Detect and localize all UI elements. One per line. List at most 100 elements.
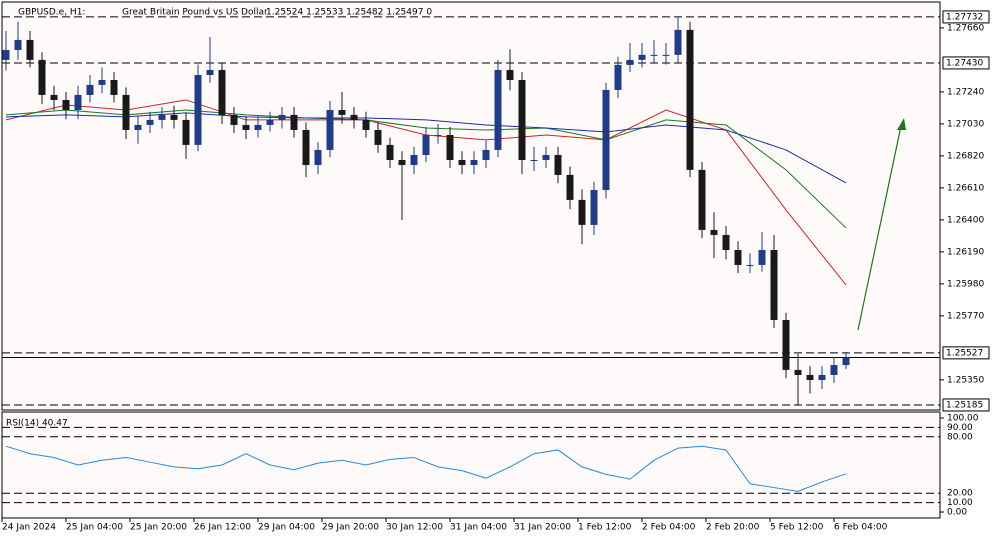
- candle-body: [302, 129, 310, 166]
- rsi-tick-label: 80.00: [947, 432, 973, 442]
- candle-body: [38, 59, 46, 95]
- candle-body: [170, 114, 178, 120]
- candle-body: [326, 110, 334, 150]
- candle-body: [194, 74, 202, 145]
- candle-body: [842, 357, 850, 366]
- candle-body: [446, 135, 454, 160]
- x-tick-label: 2 Feb 20:00: [706, 523, 760, 533]
- candle-body: [518, 80, 526, 160]
- candle-body: [734, 250, 742, 265]
- candle-body: [662, 54, 670, 56]
- candle-body: [362, 119, 370, 130]
- candle-body: [122, 94, 130, 130]
- candle-body: [230, 114, 238, 125]
- candle-body: [710, 229, 718, 235]
- candle-body: [74, 94, 82, 111]
- candle-body: [98, 80, 106, 85]
- candle-body: [266, 119, 274, 125]
- candle-body: [290, 114, 298, 130]
- level-label: 1.27732: [946, 12, 983, 22]
- candle-body: [218, 69, 226, 115]
- candle-body: [602, 89, 610, 191]
- candle-body: [470, 159, 478, 166]
- description: Great Britain Pound vs US Dollar: [122, 8, 268, 18]
- candle-body: [782, 319, 790, 370]
- candle-body: [206, 69, 214, 75]
- candle-body: [494, 69, 502, 150]
- x-tick-label: 2 Feb 04:00: [642, 523, 696, 533]
- y-tick-label: 1.26190: [947, 247, 984, 257]
- x-tick-label: 30 Jan 12:00: [386, 523, 443, 533]
- candle-body: [314, 149, 322, 166]
- candle-body: [590, 190, 598, 225]
- candle-body: [806, 374, 814, 380]
- y-tick-label: 1.25350: [947, 375, 984, 385]
- rsi-line: [5, 445, 847, 492]
- rsi-tick-label: 0.00: [947, 508, 967, 518]
- candle-body: [386, 144, 394, 160]
- candle-body: [530, 159, 538, 161]
- x-tick-label: 29 Jan 04:00: [258, 523, 315, 533]
- y-tick-label: 1.27030: [947, 119, 984, 129]
- level-label: 1.25185: [946, 400, 983, 410]
- rsi-label: RSI(14) 40.47: [6, 419, 68, 429]
- candle-body: [566, 174, 574, 200]
- candle-body: [482, 149, 490, 160]
- level-box: [942, 398, 990, 412]
- y-tick-label: 1.25770: [947, 311, 984, 321]
- level-label: 1.25527: [946, 348, 983, 358]
- candle-body: [794, 369, 802, 375]
- x-tick-label: 31 Jan 20:00: [514, 523, 571, 533]
- quote: 1.25524 1.25533 1.25482 1.25497 0: [266, 8, 432, 18]
- candle-body: [758, 250, 766, 265]
- level-label: 1.27430: [946, 58, 983, 68]
- candle-body: [614, 64, 622, 90]
- y-tick-label: 1.26610: [947, 183, 984, 193]
- candle-body: [626, 59, 634, 65]
- candle-body: [134, 124, 142, 130]
- candle-body: [2, 49, 10, 60]
- candle-body: [374, 129, 382, 145]
- x-tick-label: 31 Jan 04:00: [450, 523, 507, 533]
- rsi-tick-label: 20.00: [947, 489, 973, 499]
- candle-body: [818, 374, 826, 380]
- candle-body: [50, 94, 58, 100]
- candle-body: [278, 114, 286, 120]
- level-box: [942, 56, 990, 70]
- candle-body: [26, 39, 34, 60]
- x-tick-label: 26 Jan 12:00: [194, 523, 251, 533]
- x-tick-label: 6 Feb 04:00: [834, 523, 888, 533]
- rsi-panel: [1, 411, 941, 519]
- arrow-head: [897, 118, 906, 130]
- y-tick-label: 1.27240: [947, 87, 984, 97]
- candle-body: [86, 84, 94, 95]
- y-tick-label: 1.27660: [947, 23, 984, 33]
- candle-body: [674, 29, 682, 55]
- x-tick-label: 5 Feb 12:00: [770, 523, 824, 533]
- candle-body: [458, 159, 466, 166]
- candle-body: [158, 114, 166, 120]
- candle-body: [254, 124, 262, 130]
- candle-body: [554, 154, 562, 175]
- candle-body: [722, 234, 730, 251]
- candle-body: [14, 39, 22, 50]
- symbol: GBPUSD.e, H1:: [18, 8, 85, 18]
- y-tick-label: 1.25980: [947, 279, 984, 289]
- candle-body: [350, 114, 358, 120]
- rsi-tick-label: 90.00: [947, 423, 973, 433]
- y-tick-label: 1.26820: [947, 151, 984, 161]
- candle-body: [434, 135, 442, 137]
- candle-body: [578, 199, 586, 225]
- candle-body: [746, 264, 754, 266]
- x-tick-label: 1 Feb 12:00: [578, 523, 632, 533]
- candle-body: [110, 80, 118, 95]
- level-box: [942, 346, 990, 360]
- candle-body: [398, 159, 406, 166]
- candle-body: [62, 99, 70, 111]
- y-tick-label: 1.26400: [947, 215, 984, 225]
- candle-body: [410, 154, 418, 166]
- x-tick-label: 25 Jan 04:00: [66, 523, 123, 533]
- level-box: [942, 10, 990, 24]
- candle-body: [698, 169, 706, 230]
- candle-body: [830, 365, 838, 375]
